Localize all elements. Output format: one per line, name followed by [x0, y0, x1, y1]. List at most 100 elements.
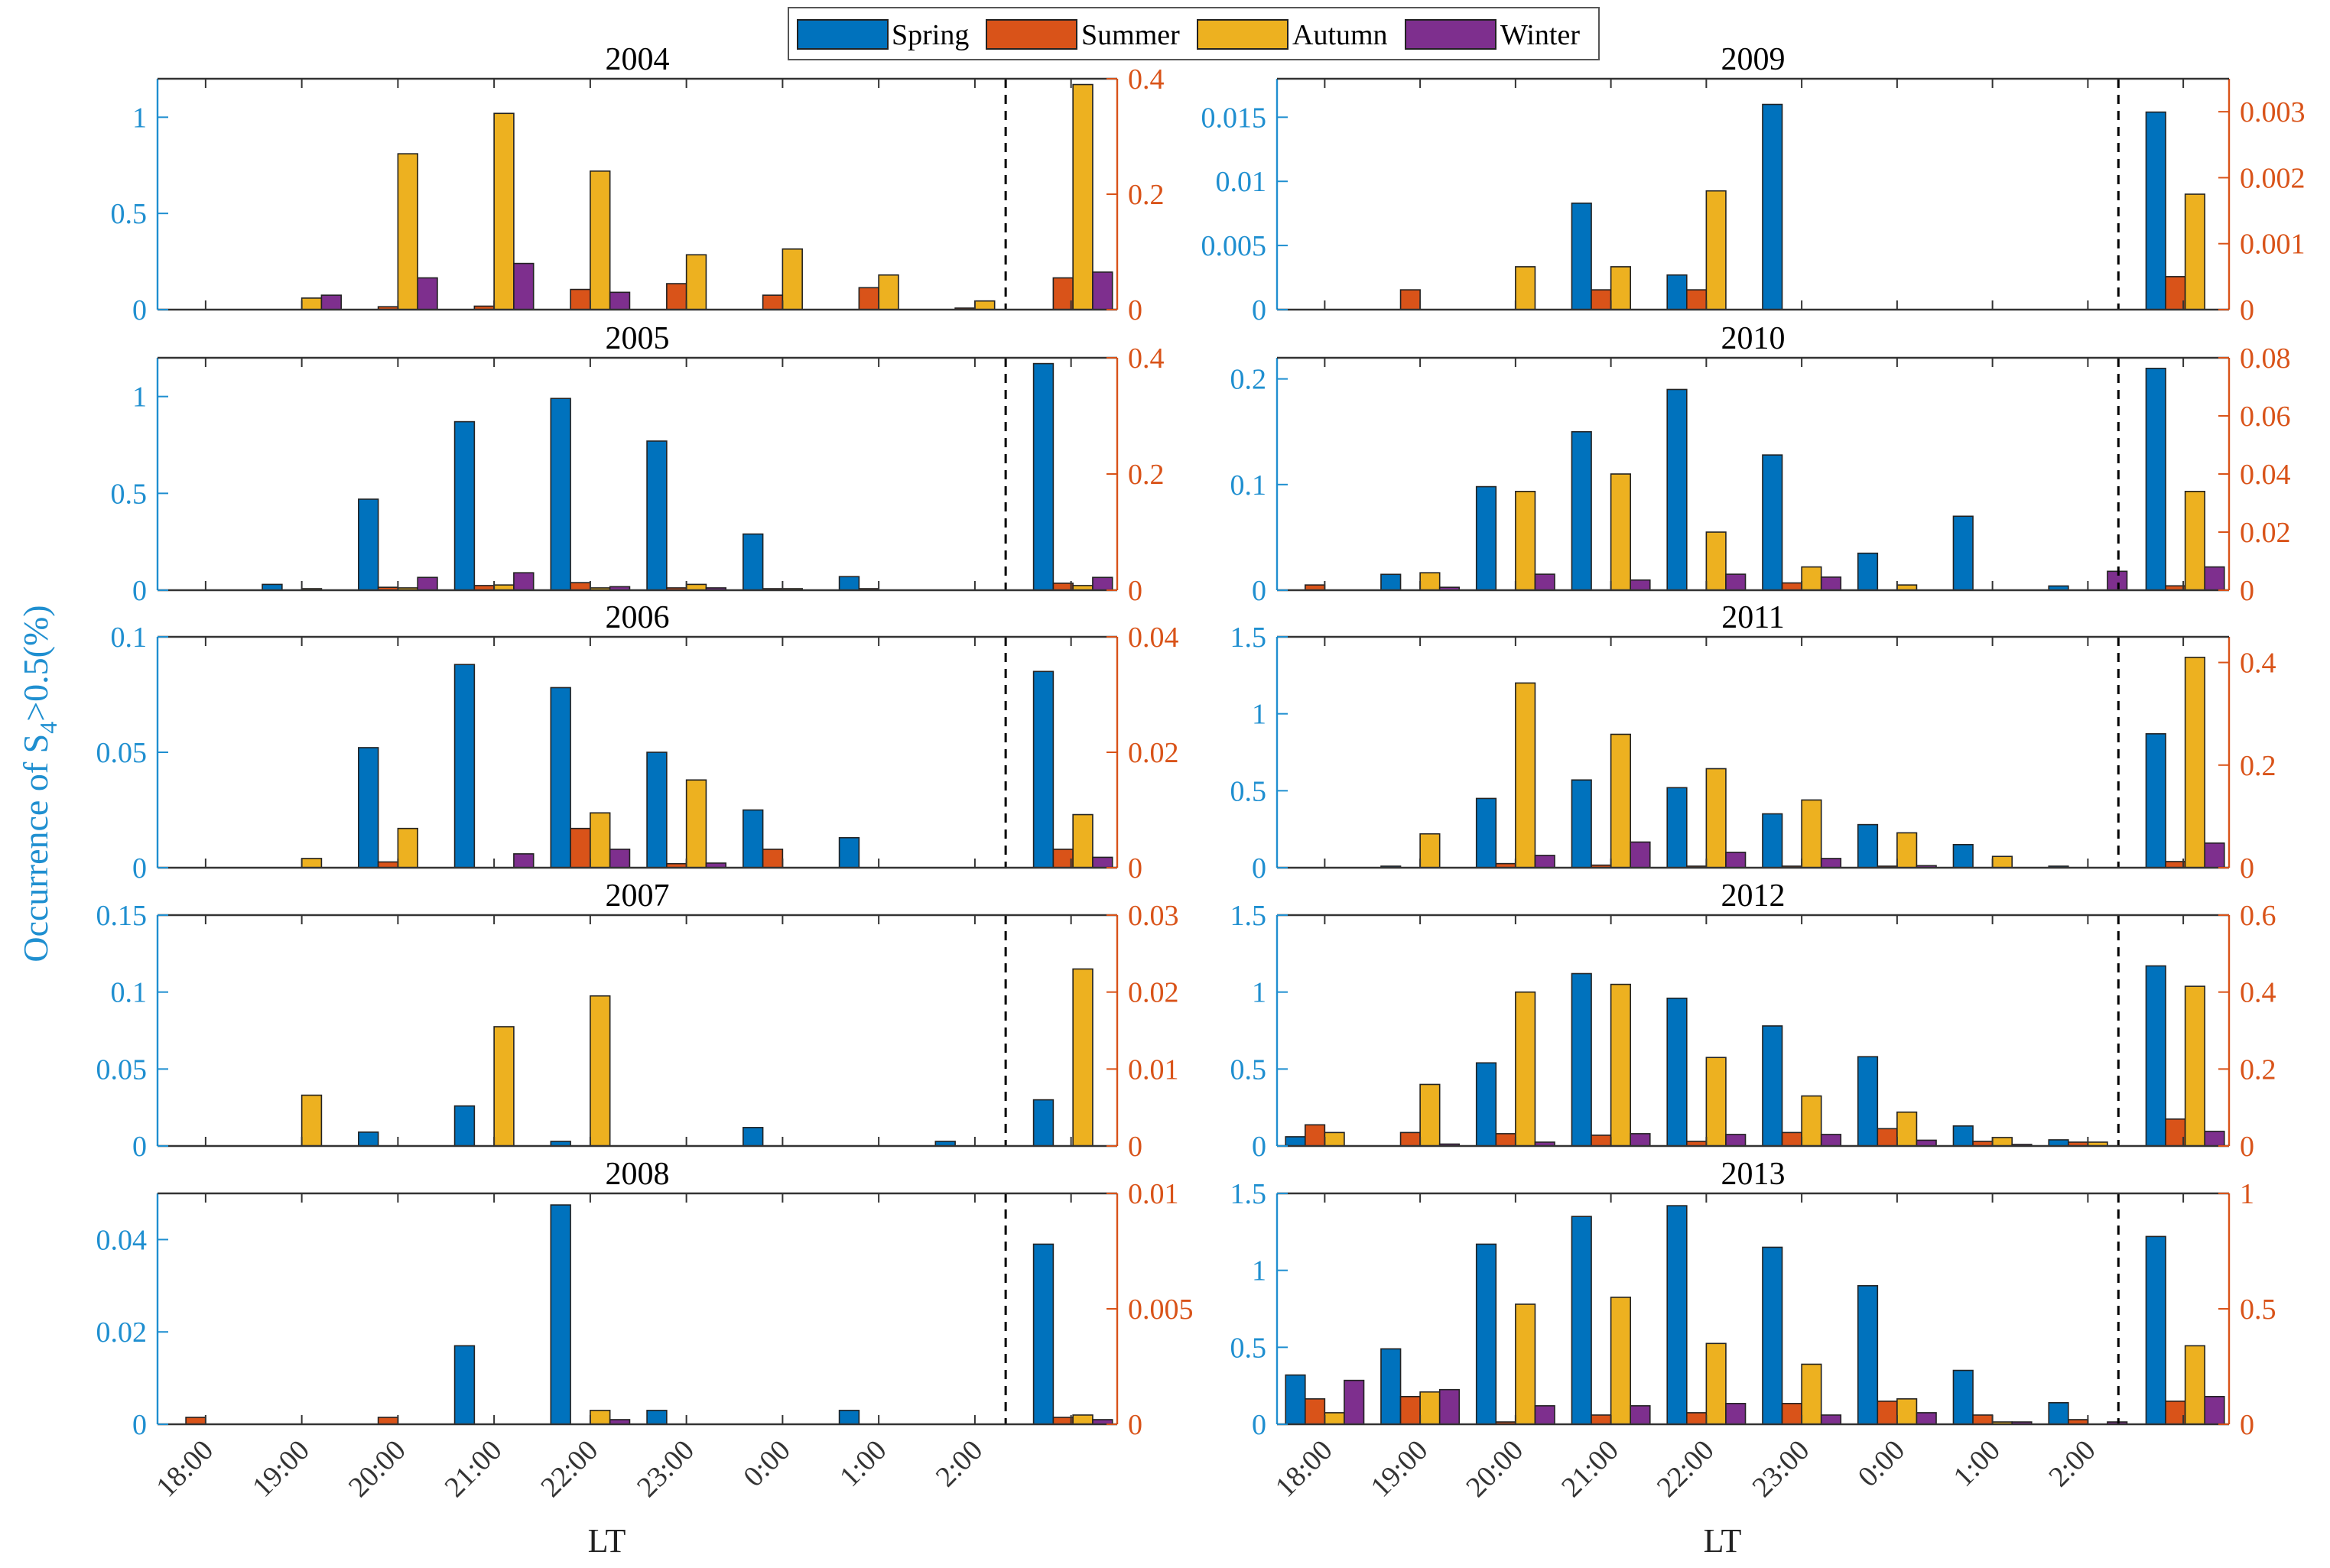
right-tick-label: 0.01: [1128, 1053, 1179, 1086]
bar-2008-spring-22:00: [550, 1204, 571, 1425]
bar-2006-summer-22:00: [570, 827, 591, 868]
bar-2013-spring-Total: [2145, 1235, 2166, 1425]
bar-2012-winter-23:00: [1820, 1134, 1842, 1147]
plot-area: [1277, 358, 2229, 590]
left-tick-label: 0: [132, 852, 147, 885]
bar-2012-autumn-23:00: [1801, 1095, 1822, 1147]
right-tick-label: 0: [2240, 852, 2254, 885]
bar-2011-winter-21:00: [1630, 841, 1651, 868]
left-tick-label: 1.5: [1230, 622, 1267, 654]
right-tick-label: 0.4: [1128, 63, 1165, 96]
bar-2006-spring-21:00: [453, 664, 476, 868]
bar-2010-winter-21:00: [1630, 579, 1651, 591]
bar-2013-winter-21:00: [1630, 1405, 1651, 1425]
bar-2004-autumn-23:00: [685, 254, 707, 310]
bar-2013-autumn-20:00: [1515, 1303, 1536, 1425]
bar-2011-spring-0:00: [1857, 823, 1879, 868]
bar-2013-summer-23:00: [1781, 1403, 1802, 1425]
bar-2008-autumn-22:00: [590, 1410, 611, 1425]
bar-2010-autumn-23:00: [1801, 566, 1822, 591]
x-tick-label: 22:00: [535, 1434, 604, 1504]
right-tick-label: 0.005: [1128, 1294, 1194, 1326]
right-tick-label: 0.02: [2240, 517, 2291, 549]
panel-2012: 0 0.5 1 1.5 0 0.2 0.4 0.6 2012: [1230, 878, 2276, 1163]
bar-2010-winter-22:00: [1725, 573, 1747, 591]
bar-2009-autumn-20:00: [1515, 266, 1536, 310]
panel-title: 2007: [606, 878, 670, 914]
bar-2010-winter-20:00: [1534, 573, 1555, 591]
bar-2011-spring-Total: [2145, 733, 2166, 868]
x-tick-label: 23:00: [631, 1434, 700, 1504]
panel-title: 2010: [1721, 321, 1786, 356]
left-tick-label: 0.005: [1201, 230, 1267, 262]
panel-title: 2013: [1721, 1157, 1786, 1192]
left-tick-label: 0.5: [1230, 1332, 1267, 1364]
bar-2008-spring-21:00: [453, 1345, 476, 1425]
left-tick-label: 0.5: [111, 198, 148, 230]
right-tick-label: 0.2: [2240, 1053, 2276, 1086]
bar-2011-winter-22:00: [1725, 852, 1747, 868]
bar-2006-autumn-19:00: [301, 858, 323, 868]
bar-2011-spring-23:00: [1762, 813, 1783, 868]
bar-2004-autumn-21:00: [493, 112, 515, 310]
legend-label-autumn: Autumn: [1292, 19, 1388, 51]
plot-area: [158, 637, 1117, 868]
bar-2004-winter-20:00: [417, 277, 438, 310]
left-tick-label: 0.5: [111, 478, 148, 510]
bar-2004-autumn-22:00: [590, 170, 611, 310]
left-tick-label: 0.2: [1230, 364, 1267, 396]
bar-2011-autumn-21:00: [1610, 733, 1631, 868]
bar-2013-spring-19:00: [1380, 1348, 1402, 1425]
bar-2004-autumn-20:00: [397, 153, 418, 310]
bar-2009-spring-Total: [2145, 111, 2166, 310]
plot-area: [158, 79, 1117, 310]
bar-2011-autumn-0:00: [1896, 832, 1918, 868]
bar-2012-summer-18:00: [1305, 1124, 1326, 1147]
right-tick-label: 0: [2240, 1131, 2254, 1163]
bar-2013-winter-18:00: [1344, 1379, 1365, 1425]
bar-2007-autumn-21:00: [493, 1026, 515, 1147]
bar-2006-spring-22:00: [550, 687, 571, 868]
bar-2004-summer-Total: [1052, 277, 1074, 310]
panel-title: 2005: [606, 321, 670, 356]
left-tick-label: 0.05: [96, 737, 148, 769]
bar-2012-autumn-22:00: [1705, 1057, 1727, 1147]
bar-2013-winter-19:00: [1438, 1388, 1461, 1425]
bar-2004-autumn-19:00: [301, 297, 323, 310]
bar-2006-autumn-20:00: [397, 827, 418, 868]
bar-2013-spring-22:00: [1666, 1205, 1688, 1425]
bar-2008-summer-Total: [1052, 1417, 1074, 1425]
bar-2011-autumn-1:00: [1991, 855, 2013, 868]
bar-2011-autumn-23:00: [1801, 799, 1822, 868]
bar-2006-summer-0:00: [762, 849, 784, 868]
panels: 0 0.5 1 0 0.2 0.4 2004 0 0.5 1 0 0.2 0.4 2005 0 0.05 0.1…: [96, 42, 2306, 1560]
bar-2013-summer-22:00: [1685, 1412, 1708, 1425]
bar-2013-winter-20:00: [1534, 1405, 1555, 1425]
right-tick-label: 0.4: [2240, 977, 2276, 1009]
bar-2011-winter-23:00: [1820, 858, 1842, 868]
bar-2004-winter-22:00: [609, 291, 631, 310]
bar-2011-autumn-Total: [2184, 657, 2205, 868]
bar-2012-spring-0:00: [1857, 1056, 1879, 1147]
bar-2013-summer-21:00: [1591, 1414, 1612, 1425]
panel-2008: 0 0.02 0.04 0 0.005 0.01 2008 18:00 19:00 20:00 21…: [96, 1157, 1194, 1560]
bar-2006-spring-20:00: [358, 747, 379, 868]
panel-2011: 0 0.5 1 1.5 0 0.2 0.4 2011: [1230, 600, 2276, 885]
bar-2008-autumn-Total: [1072, 1414, 1094, 1425]
bar-2012-autumn-20:00: [1515, 991, 1536, 1147]
bar-2010-autumn-22:00: [1705, 531, 1727, 591]
left-tick-label: 0.5: [1230, 1053, 1267, 1086]
x-tick-label: 18:00: [150, 1434, 219, 1504]
panel-2005: 0 0.5 1 0 0.2 0.4 2005: [111, 321, 1165, 607]
panel-title: 2008: [606, 1157, 670, 1192]
bar-2008-summer-18:00: [185, 1417, 206, 1425]
bar-2012-autumn-Total: [2184, 985, 2205, 1147]
x-tick-label: 1:00: [1948, 1434, 2007, 1493]
bar-2007-autumn-22:00: [590, 995, 611, 1147]
right-tick-label: 0: [2240, 1409, 2254, 1441]
left-tick-label: 0.02: [96, 1316, 148, 1349]
plot-area: [1277, 1193, 2229, 1424]
bar-2012-summer-Total: [2165, 1118, 2186, 1147]
panel-2006: 0 0.05 0.1 0 0.02 0.04 2006: [96, 600, 1179, 885]
